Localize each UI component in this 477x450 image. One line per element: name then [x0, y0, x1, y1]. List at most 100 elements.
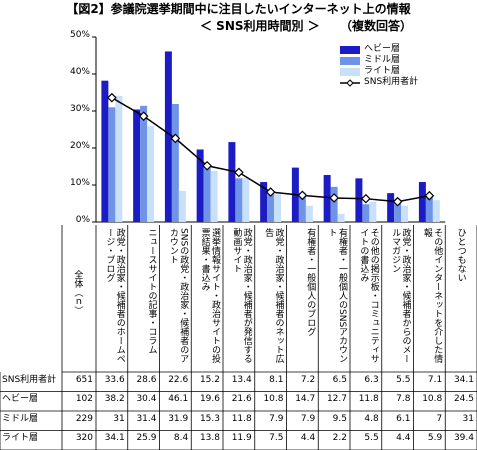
- line-marker: [202, 160, 212, 171]
- table-cell: 31.9: [168, 413, 189, 424]
- bar: [140, 105, 148, 222]
- table-cell: 19.6: [199, 394, 220, 405]
- table-cell: 7.9: [300, 413, 316, 424]
- table-cell: 11.9: [231, 433, 252, 444]
- bar: [101, 80, 109, 222]
- table-cell: 6.3: [364, 374, 379, 385]
- category-label: 政党・政治家・候補者からのメールマガジン: [390, 228, 411, 363]
- legend-marker: [346, 79, 354, 87]
- category-label: SNSの政党・政治家・候補者のアカウント: [167, 228, 189, 364]
- table-cell: 9.5: [332, 413, 347, 424]
- table-cell: 5.5: [364, 433, 379, 444]
- table-header: 全体（ｎ）: [72, 270, 83, 315]
- category-label: 政党・政治家・候補者のネット広告: [263, 228, 284, 363]
- table-cell: 15.2: [199, 374, 220, 385]
- bar: [394, 199, 402, 222]
- bar: [171, 103, 179, 222]
- line-marker: [265, 187, 276, 197]
- table-cell: 5.5: [396, 374, 411, 385]
- bar: [323, 175, 331, 222]
- line-marker: [170, 133, 181, 144]
- table-cell: 12.7: [326, 394, 347, 405]
- table-cell: 38.2: [104, 394, 125, 405]
- table-cell: 33.6: [104, 374, 125, 385]
- table-cell: 10.8: [422, 394, 443, 405]
- y-tick-label: 30%: [69, 104, 90, 114]
- legend-swatch: [340, 68, 360, 76]
- legend-swatch: [340, 57, 360, 65]
- bar: [147, 126, 155, 222]
- table-cell: 21.6: [231, 394, 252, 405]
- table-cell: 6.1: [396, 413, 411, 424]
- table-cell: 4.4: [300, 433, 316, 444]
- bar: [164, 51, 172, 223]
- line-marker: [392, 196, 403, 207]
- bar: [115, 95, 123, 222]
- row-label: SNS利用者計: [2, 374, 57, 385]
- table-cell: 14.7: [295, 394, 316, 405]
- bar: [133, 109, 141, 222]
- category-label: 有権者・一般個人のブログ: [305, 228, 316, 336]
- line-marker: [361, 193, 371, 204]
- line: [111, 97, 430, 203]
- line-marker: [424, 190, 435, 201]
- table-cell: 8.1: [269, 374, 284, 385]
- table-cell: 229: [75, 413, 93, 424]
- y-tick-label: 0%: [75, 215, 90, 225]
- line-marker: [234, 167, 244, 178]
- table-cell: 22.6: [168, 374, 189, 385]
- bar: [178, 190, 186, 222]
- table-cell: 13.4: [231, 374, 252, 385]
- bar: [267, 192, 275, 222]
- table-cell: 320: [75, 433, 93, 444]
- line-marker: [107, 92, 117, 103]
- table-cell: 13.8: [199, 433, 220, 444]
- table-cell: 7.9: [269, 413, 284, 424]
- table-cell: 24.5: [453, 394, 474, 405]
- bar: [418, 182, 426, 222]
- table-cell: 15.3: [199, 413, 220, 424]
- table-cell: 34.1: [453, 374, 474, 385]
- table-cell: 6.5: [332, 374, 347, 385]
- bar: [355, 178, 363, 222]
- bar: [242, 177, 250, 222]
- legend-swatch: [340, 46, 360, 54]
- category-label: 有権者・一般個人のSNSアカウント: [326, 228, 347, 364]
- table-cell: 25.9: [136, 433, 157, 444]
- table-cell: 4.4: [396, 433, 411, 444]
- legend-label: SNS利用者計: [364, 77, 419, 87]
- y-tick-label: 50%: [69, 30, 90, 40]
- line-marker: [329, 193, 339, 203]
- legend-label: ライト層: [364, 66, 401, 76]
- bar: [330, 186, 338, 222]
- table-cell: 28.6: [136, 374, 157, 385]
- table-cell: 39.4: [453, 433, 474, 444]
- table-cell: 7.5: [269, 433, 284, 444]
- row-label: ミドル層: [2, 413, 39, 424]
- chart-note: （複数回答）: [340, 19, 413, 33]
- bar: [108, 107, 116, 222]
- table-cell: 7: [436, 413, 443, 424]
- bar: [387, 193, 395, 222]
- table-cell: 31.4: [136, 413, 157, 424]
- category-label: その他の掲示板・コミュニティサイトの書込み: [358, 228, 379, 363]
- chart-title: 【図2】参議院選挙期間中に注目したいインターネット上の情報: [66, 2, 411, 16]
- table-cell: 31: [462, 413, 474, 424]
- bar: [235, 178, 243, 222]
- bar: [362, 204, 370, 222]
- table-cell: 651: [75, 374, 93, 385]
- legend-label: ヘビー層: [364, 44, 401, 54]
- table-cell: 7.8: [396, 394, 411, 405]
- table-cell: 2.2: [332, 433, 347, 444]
- bar: [210, 170, 218, 222]
- table-cell: 5.9: [427, 433, 443, 444]
- line-marker: [138, 111, 149, 122]
- bar: [274, 194, 282, 222]
- table-cell: 30.4: [136, 394, 157, 405]
- y-tick-label: 40%: [69, 67, 90, 77]
- bar: [298, 192, 306, 222]
- legend-label: ミドル層: [364, 55, 401, 65]
- row-label: ライト層: [2, 433, 39, 444]
- category-label: 政党・政治家・候補者のホームページ・ブログ: [104, 228, 125, 363]
